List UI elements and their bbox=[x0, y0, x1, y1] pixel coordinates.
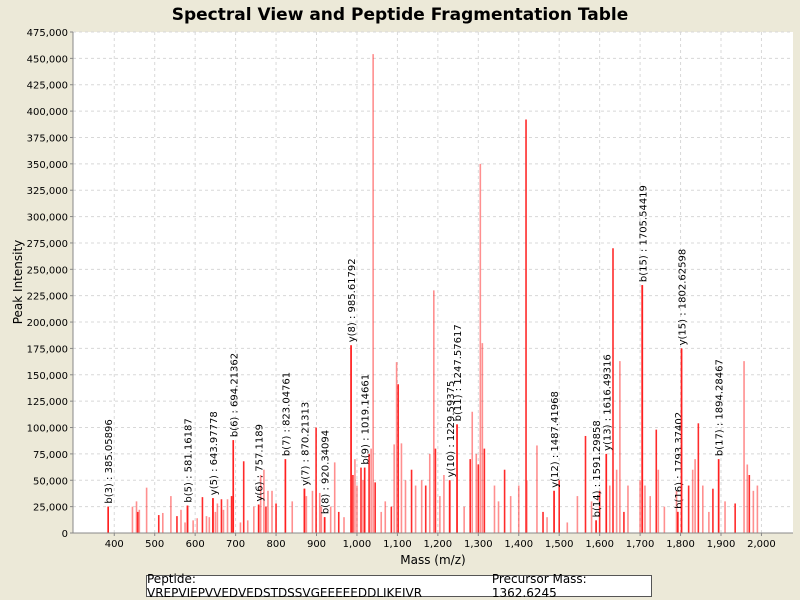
y-tick-label: 25,000 bbox=[33, 503, 68, 514]
precursor-mass: Precursor Mass: 1362.6245 bbox=[491, 572, 587, 600]
x-tick-label: 1,300 bbox=[464, 539, 493, 550]
x-tick-label: 600 bbox=[186, 539, 205, 550]
peak-annotation-label: y(15) : 1802.62598 bbox=[678, 249, 689, 346]
axes: 0 25,000 50,000 75,000 100,000 125,000 150,000… bbox=[27, 28, 793, 550]
x-tick-label: 1,000 bbox=[343, 539, 372, 550]
x-tick-label: 1,100 bbox=[383, 539, 412, 550]
peak-annotation-label: y(5) : 643.97778 bbox=[209, 411, 220, 495]
x-tick-label: 800 bbox=[267, 539, 286, 550]
y-tick-label: 75,000 bbox=[33, 450, 68, 461]
peak-annotation-label: b(11) : 1247.57617 bbox=[453, 324, 464, 421]
x-tick-label: 1,700 bbox=[626, 539, 655, 550]
y-tick-label: 400,000 bbox=[27, 107, 68, 118]
x-tick-label: 900 bbox=[307, 539, 326, 550]
legend: Peptide: VREPVIEPVVEDVEDSTDSSVGEEEEEDDLI… bbox=[146, 572, 652, 600]
peak-annotation-label: b(6) : 694.21362 bbox=[229, 353, 240, 437]
peak-annotation-label: b(15) : 1705.54419 bbox=[638, 185, 649, 282]
peak-annotation-label: y(12) : 1487.41968 bbox=[550, 391, 561, 488]
peak-annotation-label: b(17) : 1894.28467 bbox=[715, 359, 726, 456]
y-tick-label: 425,000 bbox=[27, 81, 68, 92]
chart-title: Spectral View and Peptide Fragmentation … bbox=[172, 5, 629, 25]
y-tick-label: 175,000 bbox=[27, 344, 68, 355]
y-tick-label: 475,000 bbox=[27, 28, 68, 39]
x-tick-label: 700 bbox=[226, 539, 245, 550]
peak-annotation-label: b(14) : 1591.29858 bbox=[592, 420, 603, 517]
peak-annotation-label: b(8) : 920.34094 bbox=[321, 430, 332, 514]
y-axis-label: Peak Intensity bbox=[11, 240, 25, 325]
y-tick-label: 200,000 bbox=[27, 318, 68, 329]
peak-annotation-label: y(8) : 985.61792 bbox=[347, 258, 358, 342]
peak-annotation-label: b(16) : 1793.37402 bbox=[674, 412, 685, 509]
y-tick-label: 150,000 bbox=[27, 371, 68, 382]
y-tick-label: 275,000 bbox=[27, 239, 68, 250]
x-tick-label: 400 bbox=[105, 539, 124, 550]
y-tick-label: 450,000 bbox=[27, 54, 68, 65]
x-tick-label: 1,800 bbox=[666, 539, 695, 550]
y-tick-label: 375,000 bbox=[27, 133, 68, 144]
y-tick-label: 125,000 bbox=[27, 397, 68, 408]
x-tick-label: 1,900 bbox=[707, 539, 736, 550]
x-tick-label: 1,500 bbox=[545, 539, 574, 550]
peak-annotation-label: y(10) : 1229.59375 bbox=[446, 381, 457, 478]
peak-annotation-label: y(7) : 870.21313 bbox=[300, 402, 311, 486]
peak-annotation-label: y(13) : 1616.49316 bbox=[602, 354, 613, 451]
y-tick-label: 50,000 bbox=[33, 476, 68, 487]
annotations: b(3) : 385.05896 b(5) : 581.16187 y(5) : 6… bbox=[104, 185, 726, 533]
peak-annotation-label: b(3) : 385.05896 bbox=[104, 419, 115, 503]
y-tick-label: 300,000 bbox=[27, 213, 68, 224]
y-tick-label: 225,000 bbox=[27, 292, 68, 303]
x-tick-label: 1,200 bbox=[424, 539, 453, 550]
y-tick-label: 325,000 bbox=[27, 186, 68, 197]
y-tick-label: 100,000 bbox=[27, 424, 68, 435]
x-tick-label: 2,000 bbox=[747, 539, 776, 550]
y-tick-label: 250,000 bbox=[27, 265, 68, 276]
peak-annotation-label: b(7) : 823.04761 bbox=[281, 372, 292, 456]
x-tick-label: 1,600 bbox=[585, 539, 614, 550]
grid bbox=[73, 31, 793, 534]
peak-annotation-label: b(5) : 581.16187 bbox=[184, 418, 195, 502]
x-tick-label: 1,400 bbox=[504, 539, 533, 550]
peak-annotation-label: y(6) : 757.1189 bbox=[255, 424, 266, 502]
plot-area bbox=[73, 32, 793, 533]
y-tick-label: 350,000 bbox=[27, 160, 68, 171]
y-tick-label: 0 bbox=[62, 529, 68, 540]
x-axis-label: Mass (m/z) bbox=[400, 553, 465, 567]
peak-annotation-label: b(9) : 1019.14661 bbox=[361, 374, 372, 465]
peptide-sequence: Peptide: VREPVIEPVVEDVEDSTDSSVGEEEEEDDLI… bbox=[147, 572, 423, 600]
x-tick-label: 500 bbox=[145, 539, 164, 550]
